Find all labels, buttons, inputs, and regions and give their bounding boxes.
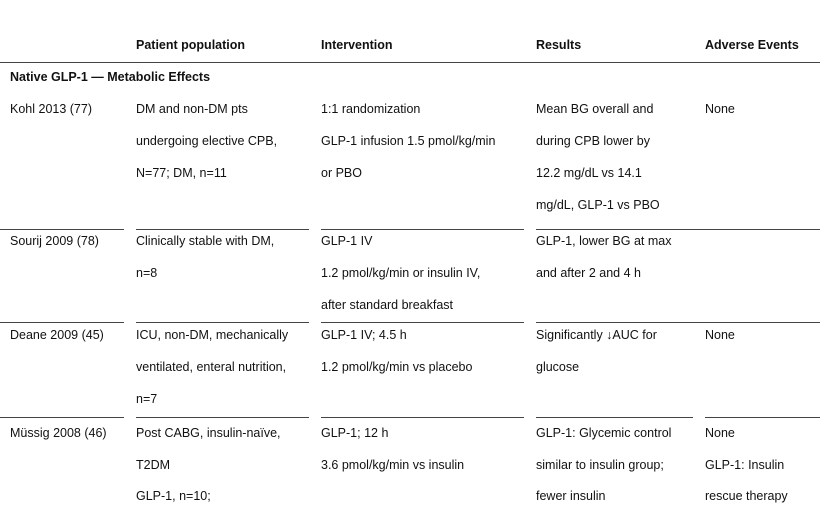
table-cell-population: n=8 [136, 266, 158, 280]
table-cell-adverse: rescue therapy [705, 489, 788, 503]
header-population: Patient population [136, 38, 246, 52]
table-row-study: Kohl 2013 (77) [10, 102, 93, 116]
table-cell-population: ventilated, enteral nutrition, [136, 360, 287, 374]
table-cell-intervention: 3.6 pmol/kg/min vs insulin [321, 458, 465, 472]
table-cell-intervention: after standard breakfast [321, 298, 454, 312]
row-divider [136, 229, 309, 230]
table-cell-results: fewer insulin [536, 489, 606, 503]
row-divider [321, 322, 524, 323]
table-cell-population: undergoing elective CPB, [136, 134, 278, 148]
row-divider [321, 417, 524, 418]
table-cell-results: GLP-1, lower BG at max [536, 234, 672, 248]
table-cell-results: glucose [536, 360, 580, 374]
table-row-study: Müssig 2008 (46) [10, 426, 107, 440]
table-cell-results: Significantly ↓AUC for [536, 328, 657, 342]
table-cell-intervention: 1.2 pmol/kg/min vs placebo [321, 360, 473, 374]
row-divider [136, 417, 309, 418]
table-cell-results: similar to insulin group; [536, 458, 664, 472]
table-cell-population: n=7 [136, 392, 158, 406]
table-cell-population: N=77; DM, n=11 [136, 166, 227, 180]
table-row-study: Deane 2009 (45) [10, 328, 104, 342]
table-cell-population: ICU, non-DM, mechanically [136, 328, 289, 342]
table-cell-adverse: GLP-1: Insulin [705, 458, 785, 472]
header-divider [0, 62, 820, 63]
row-divider [0, 229, 124, 230]
table-cell-population: Clinically stable with DM, [136, 234, 275, 248]
table-row-study: Sourij 2009 (78) [10, 234, 99, 248]
table-cell-intervention: 1:1 randomization [321, 102, 421, 116]
table-cell-adverse: None [705, 426, 735, 440]
table-cell-population: T2DM [136, 458, 171, 472]
table-cell-results: Mean BG overall and [536, 102, 654, 116]
table-cell-intervention: or PBO [321, 166, 362, 180]
section-title: Native GLP-1 — Metabolic Effects [10, 70, 211, 84]
table-cell-adverse: None [705, 328, 735, 342]
table-cell-population: GLP-1, n=10; [136, 489, 211, 503]
table-cell-intervention: GLP-1 IV; 4.5 h [321, 328, 407, 342]
table-cell-intervention: GLP-1 IV [321, 234, 373, 248]
row-divider [705, 417, 820, 418]
table-cell-intervention: GLP-1 infusion 1.5 pmol/kg/min [321, 134, 496, 148]
row-divider [536, 322, 820, 323]
table-cell-population: Post CABG, insulin-naïve, [136, 426, 281, 440]
row-divider [0, 322, 124, 323]
table-cell-intervention: GLP-1; 12 h [321, 426, 389, 440]
table-cell-population: DM and non-DM pts [136, 102, 248, 116]
header-results: Results [536, 38, 582, 52]
table-cell-results: during CPB lower by [536, 134, 650, 148]
header-intervention: Intervention [321, 38, 393, 52]
row-divider [321, 229, 524, 230]
table-cell-results: GLP-1: Glycemic control [536, 426, 672, 440]
table-cell-results: mg/dL, GLP-1 vs PBO [536, 198, 660, 212]
row-divider [136, 322, 309, 323]
table-cell-results: and after 2 and 4 h [536, 266, 641, 280]
table-cell-intervention: 1.2 pmol/kg/min or insulin IV, [321, 266, 481, 280]
table-cell-adverse: None [705, 102, 735, 116]
row-divider [536, 229, 820, 230]
header-adverse-events: Adverse Events [705, 38, 799, 52]
row-divider [536, 417, 693, 418]
row-divider [0, 417, 124, 418]
table-cell-results: 12.2 mg/dL vs 14.1 [536, 166, 642, 180]
